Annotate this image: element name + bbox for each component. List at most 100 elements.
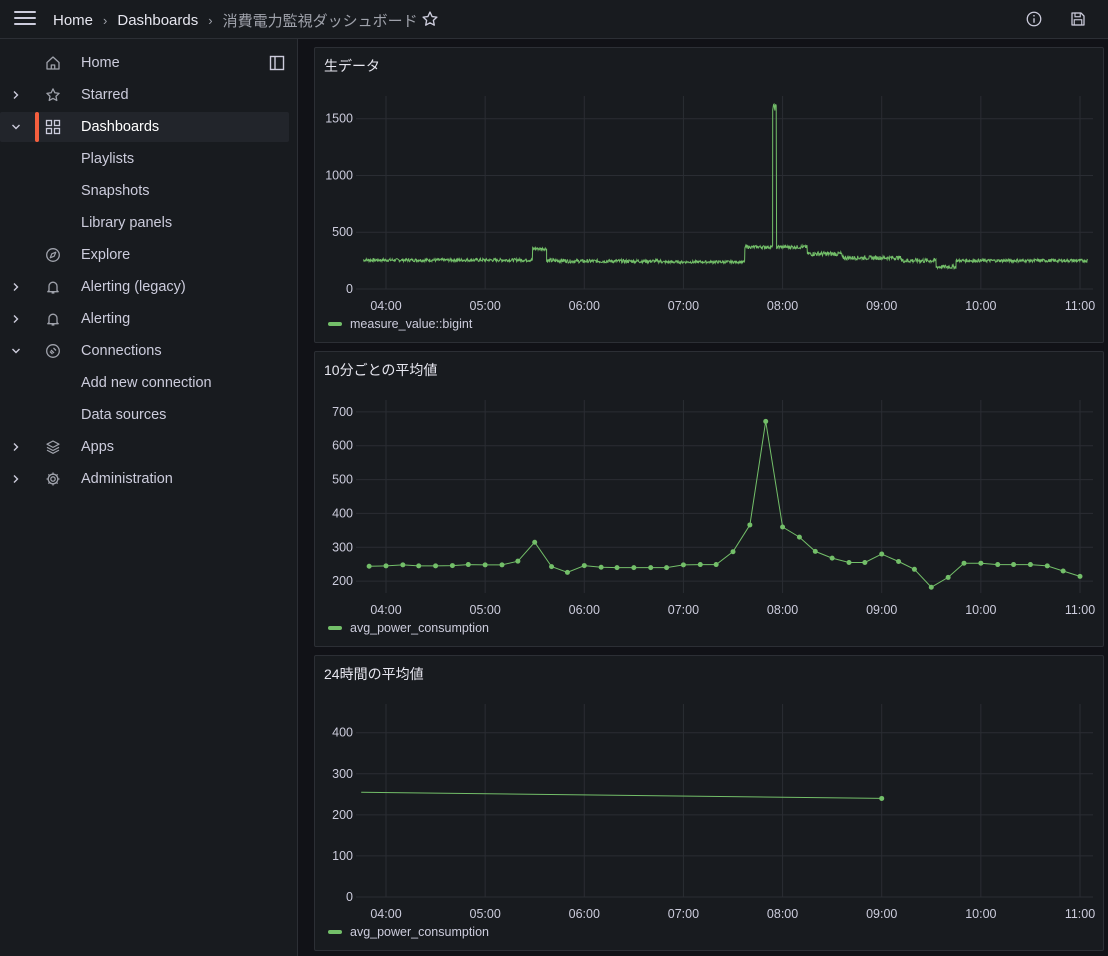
data-point[interactable]: [449, 563, 455, 569]
data-point[interactable]: [747, 522, 753, 528]
data-point[interactable]: [581, 563, 587, 569]
sidebar-item-label: Starred: [81, 87, 129, 103]
data-point[interactable]: [614, 565, 620, 571]
data-point[interactable]: [812, 548, 818, 554]
sidebar-item-starred[interactable]: Starred: [0, 80, 289, 110]
info-icon[interactable]: [1025, 10, 1043, 28]
data-point[interactable]: [945, 574, 951, 580]
chevron-down-icon[interactable]: [10, 345, 22, 357]
sidebar-item-playlists[interactable]: Playlists: [0, 144, 289, 174]
data-point[interactable]: [879, 551, 885, 557]
panel-title: 10分ごとの平均値: [324, 362, 438, 378]
data-point[interactable]: [995, 562, 1001, 568]
data-point[interactable]: [383, 563, 389, 569]
x-tick-label: 05:00: [470, 603, 501, 617]
x-tick-label: 07:00: [668, 299, 699, 313]
legend-item[interactable]: measure_value::bigint: [328, 317, 472, 331]
data-point[interactable]: [549, 564, 555, 570]
data-point[interactable]: [433, 563, 439, 569]
y-tick-label: 200: [332, 574, 353, 588]
save-icon[interactable]: [1069, 10, 1087, 28]
data-point[interactable]: [598, 564, 604, 570]
menu-icon[interactable]: [14, 11, 36, 27]
data-point[interactable]: [896, 559, 902, 565]
data-point[interactable]: [780, 524, 786, 530]
data-point[interactable]: [664, 565, 670, 571]
data-point[interactable]: [499, 562, 505, 568]
data-point[interactable]: [862, 560, 868, 566]
series-line: [361, 791, 882, 799]
data-point[interactable]: [680, 562, 686, 568]
data-point[interactable]: [532, 539, 538, 545]
chevron-right-icon[interactable]: [10, 281, 22, 293]
sidebar-item-library-panels[interactable]: Library panels: [0, 208, 289, 238]
legend-item[interactable]: avg_power_consumption: [328, 925, 489, 939]
data-point[interactable]: [763, 418, 769, 424]
data-point[interactable]: [978, 560, 984, 566]
sidebar: Home Starred Dashboards Playlists Snapsh…: [0, 39, 298, 956]
data-point[interactable]: [366, 563, 372, 569]
data-point[interactable]: [416, 563, 422, 569]
sidebar-item-data-sources[interactable]: Data sources: [0, 400, 289, 430]
sidebar-item-snapshots[interactable]: Snapshots: [0, 176, 289, 206]
sidebar-item-label: Connections: [81, 343, 162, 359]
data-point[interactable]: [928, 584, 934, 590]
x-tick-label: 09:00: [866, 299, 897, 313]
data-point[interactable]: [631, 565, 637, 571]
data-point[interactable]: [713, 562, 719, 568]
chevron-down-icon[interactable]: [10, 121, 22, 133]
data-point[interactable]: [846, 560, 852, 566]
data-point[interactable]: [829, 555, 835, 561]
sidebar-item-alerting-legacy[interactable]: Alerting (legacy): [0, 272, 289, 302]
data-point[interactable]: [1044, 563, 1050, 569]
sidebar-item-apps[interactable]: Apps: [0, 432, 289, 462]
data-point[interactable]: [400, 562, 406, 568]
data-point[interactable]: [796, 534, 802, 540]
x-tick-label: 11:00: [1065, 907, 1095, 921]
sidebar-item-explore[interactable]: Explore: [0, 240, 289, 270]
chart-10min-average[interactable]: 04:00 05:00 06:00 07:00 08:00 09:00 10:00 11:00…: [315, 352, 1105, 648]
dock-menu-icon[interactable]: [269, 55, 285, 71]
chart-raw-data[interactable]: 04:00 05:00 06:00 07:00 08:00 09:00 10:00 11:00…: [315, 48, 1105, 344]
compass-icon: [46, 248, 60, 262]
data-point[interactable]: [564, 569, 570, 575]
panel-10min-average[interactable]: 10分ごとの平均値 04:00 05:00 06:00 07:00 08:00 09:00…: [314, 351, 1104, 647]
data-point[interactable]: [1077, 573, 1083, 579]
chevron-right-icon[interactable]: [10, 473, 22, 485]
data-point[interactable]: [730, 549, 736, 555]
sidebar-item-connections[interactable]: Connections: [0, 336, 289, 366]
data-point[interactable]: [1060, 568, 1066, 574]
chevron-right-icon[interactable]: [10, 313, 22, 325]
panel-24h-average[interactable]: 24時間の平均値 04:00 05:00 06:00 07:00 08:00 09:00 1…: [314, 655, 1104, 951]
chart-24h-average[interactable]: 04:00 05:00 06:00 07:00 08:00 09:00 10:00 11:00…: [315, 656, 1105, 952]
star-icon[interactable]: [421, 10, 439, 28]
series-line: [369, 421, 1081, 588]
x-tick-label: 11:00: [1065, 603, 1095, 617]
legend-item[interactable]: avg_power_consumption: [328, 621, 489, 635]
chevron-right-icon[interactable]: [10, 441, 22, 453]
x-tick-label: 04:00: [370, 299, 401, 313]
sidebar-item-dashboards[interactable]: Dashboards: [0, 112, 289, 142]
data-point[interactable]: [961, 560, 967, 566]
data-point[interactable]: [1027, 562, 1033, 568]
sidebar-item-label: Data sources: [81, 407, 167, 423]
sidebar-item-home[interactable]: Home: [0, 48, 289, 78]
sidebar-item-administration[interactable]: Administration: [0, 464, 289, 494]
panel-raw-data[interactable]: 生データ 04:00 05:00 06:00 07:00 08:00 09:00 10:00…: [314, 47, 1104, 343]
data-point[interactable]: [648, 565, 654, 571]
breadcrumb-home[interactable]: Home: [53, 12, 94, 29]
x-tick-label: 05:00: [470, 907, 501, 921]
data-point[interactable]: [911, 566, 917, 572]
sidebar-item-alerting[interactable]: Alerting: [0, 304, 289, 334]
x-tick-label: 06:00: [569, 299, 600, 313]
chevron-right-icon[interactable]: [10, 89, 22, 101]
sidebar-item-add-new-connection[interactable]: Add new connection: [0, 368, 289, 398]
data-point[interactable]: [465, 562, 471, 568]
breadcrumb-dashboards[interactable]: Dashboards: [117, 12, 199, 29]
data-point[interactable]: [879, 795, 885, 801]
data-point[interactable]: [515, 558, 521, 564]
bell-icon: [47, 313, 59, 326]
data-point[interactable]: [697, 562, 703, 568]
data-point[interactable]: [1011, 562, 1017, 568]
data-point[interactable]: [482, 562, 488, 568]
